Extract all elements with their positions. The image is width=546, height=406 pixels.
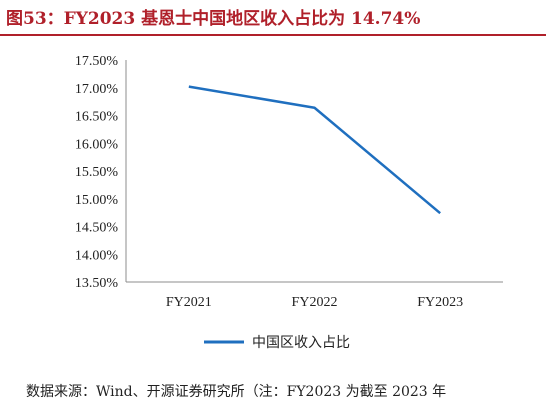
series-line [188, 85, 441, 215]
legend-label: 中国区收入占比 [252, 335, 350, 351]
y-tick-label: 17.50% [75, 54, 119, 69]
title-divider [0, 34, 546, 36]
source-note: 数据来源：Wind、开源证券研究所（注：FY2023 为截至 2023 年 [26, 384, 447, 400]
y-tick-label: 16.00% [75, 137, 119, 152]
x-tick-label: FY2022 [292, 295, 338, 310]
x-tick-labels: FY2021 FY2022 FY2023 [166, 295, 463, 310]
y-tick-label: 14.00% [75, 248, 119, 263]
y-tick-labels: 17.50% 17.00% 16.50% 16.00% 15.50% 15.00% 14.5… [75, 54, 119, 291]
y-tick-label: 16.50% [75, 110, 119, 125]
y-tick-label: 17.00% [75, 82, 119, 97]
x-tick-label: FY2021 [166, 295, 212, 310]
y-tick-label: 15.50% [75, 165, 119, 180]
figure-title: 图53：FY2023 基恩士中国地区收入占比为 14.74% [6, 9, 421, 29]
legend: 中国区收入占比 [204, 335, 350, 351]
y-tick-label: 14.50% [75, 221, 119, 236]
y-tick-label: 13.50% [75, 276, 119, 291]
x-tick-label: FY2023 [417, 295, 463, 310]
series-group [188, 85, 441, 215]
y-tick-label: 15.00% [75, 193, 119, 208]
